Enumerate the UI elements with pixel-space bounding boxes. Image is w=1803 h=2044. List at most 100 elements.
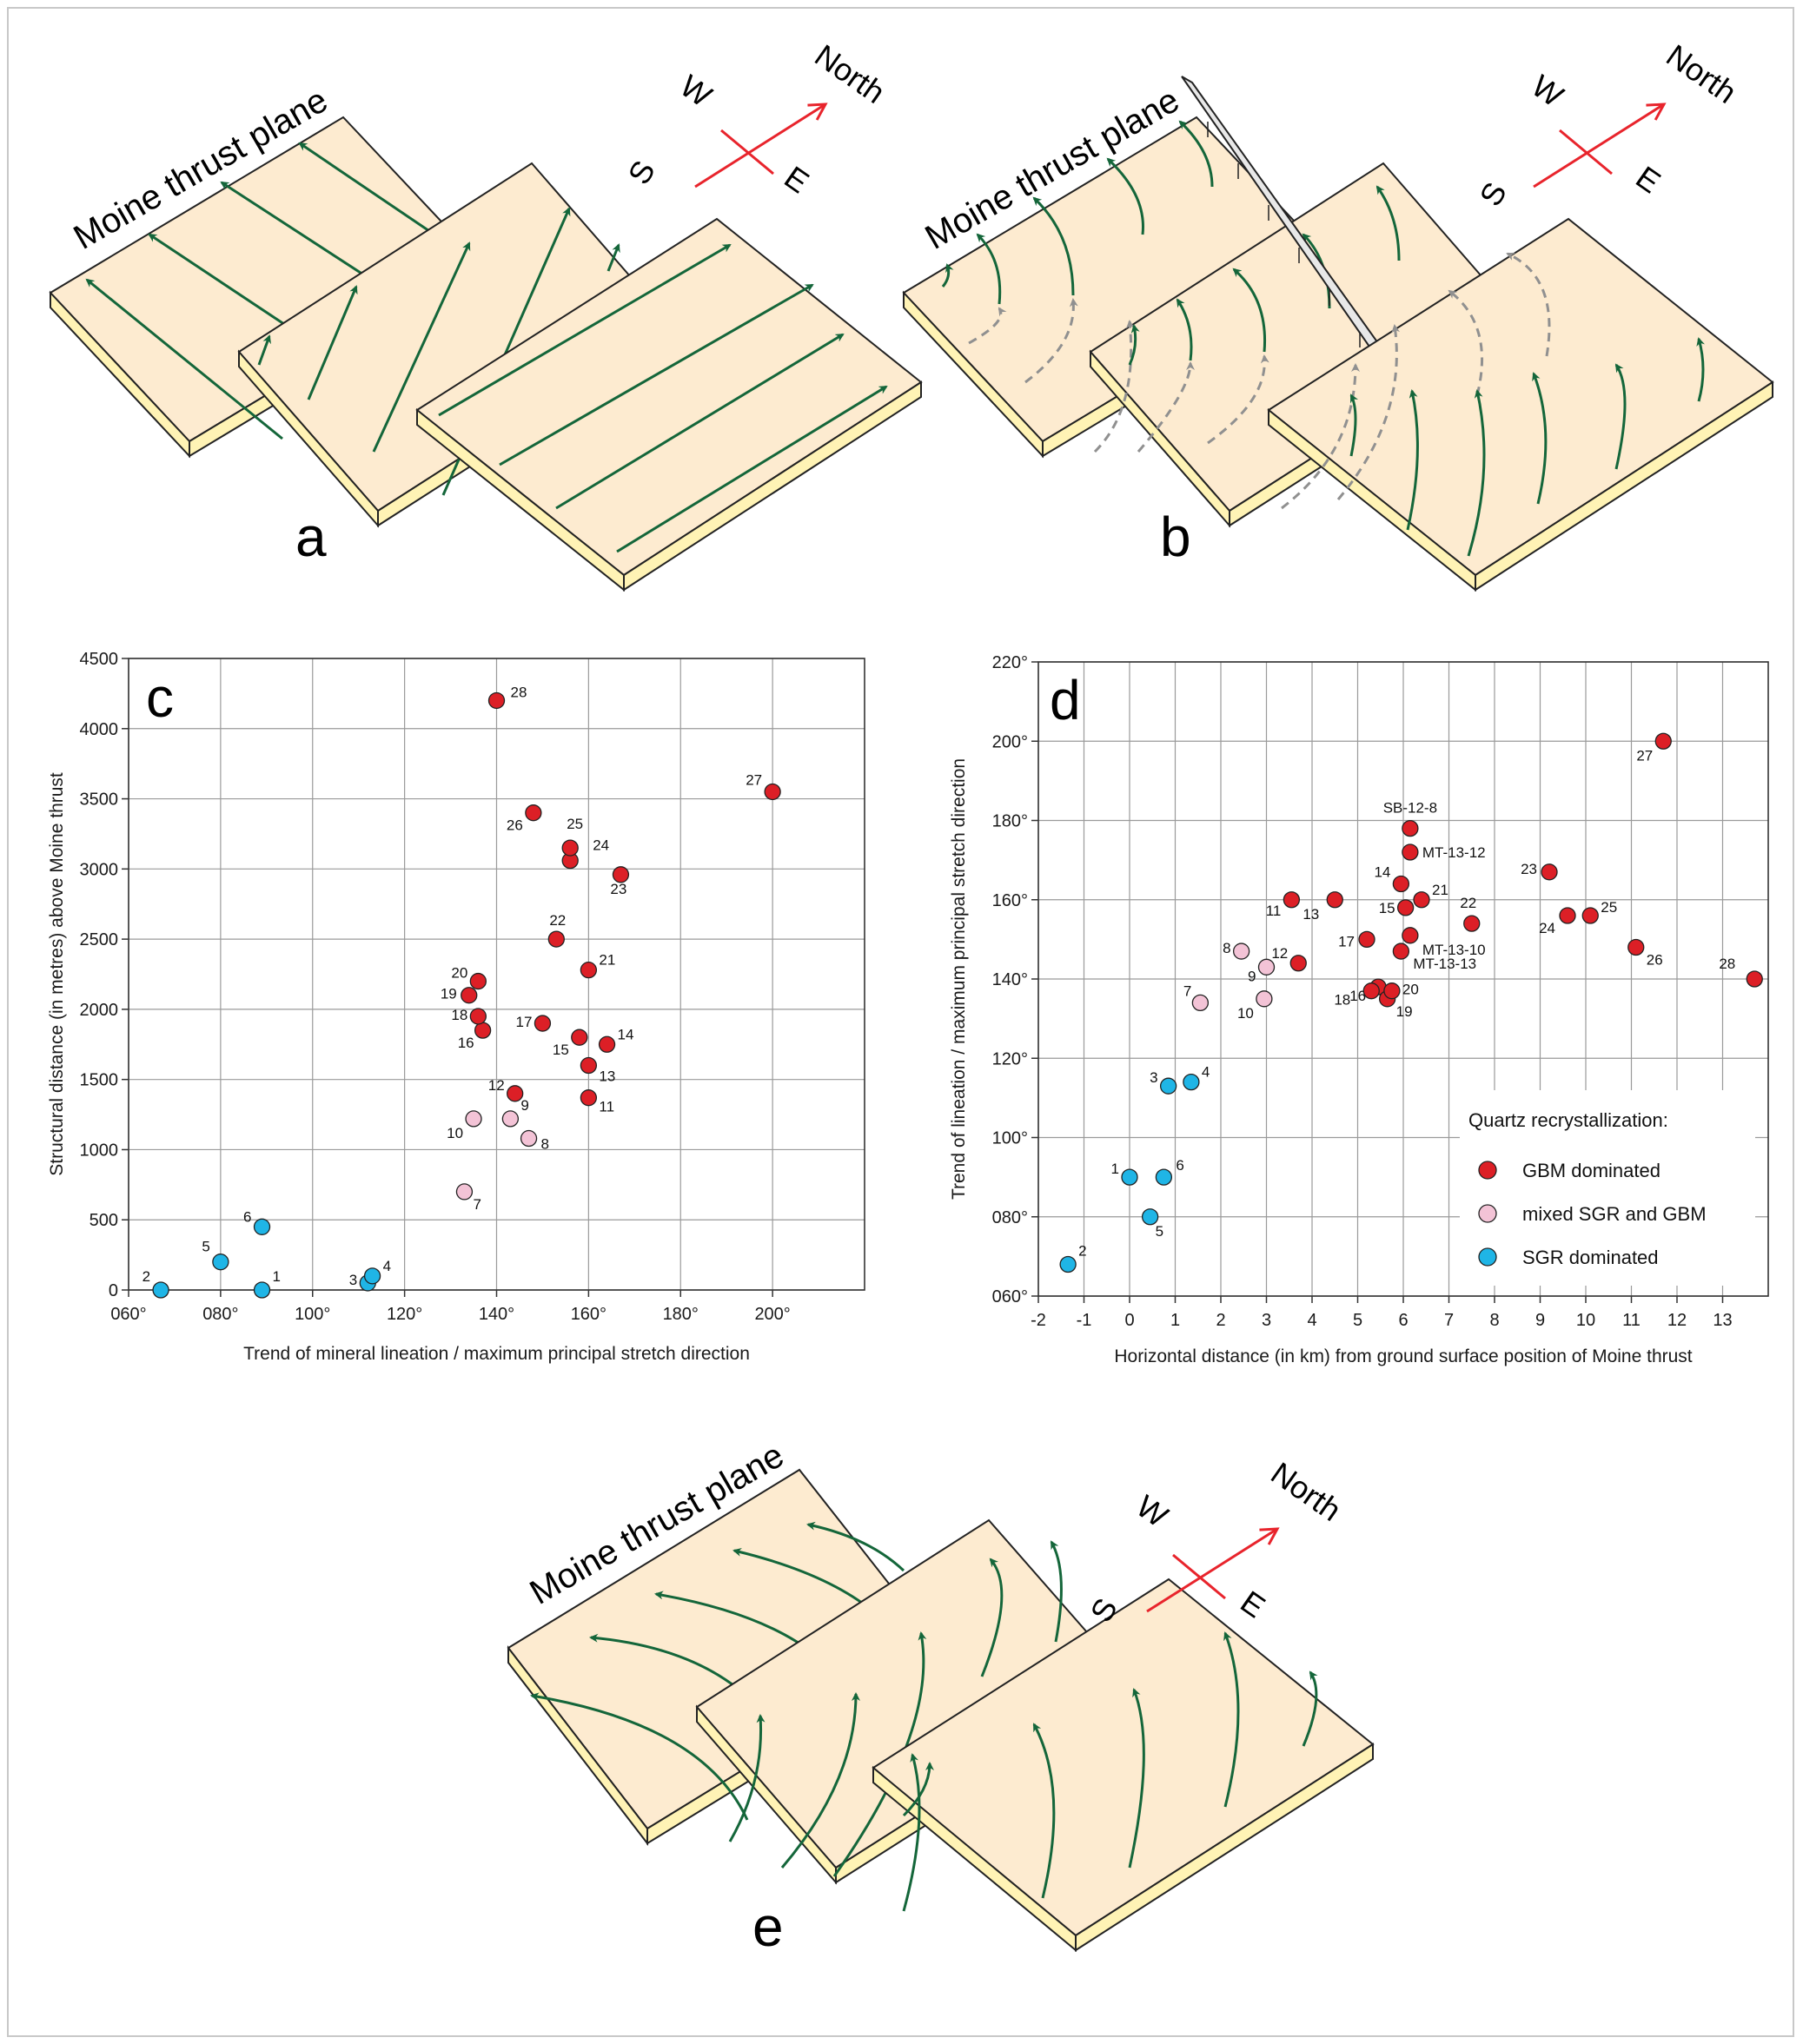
y-tick-label: 4500 bbox=[80, 650, 119, 669]
plate-b3 bbox=[1267, 217, 1774, 592]
panel-label-a: a bbox=[295, 506, 327, 568]
x-tick-label: 6 bbox=[1398, 1311, 1408, 1330]
data-label-10: 10 bbox=[447, 1125, 463, 1141]
diagram-e: Moine thrust plane e North W S E bbox=[507, 1436, 1375, 1958]
y-tick-label: 180° bbox=[992, 812, 1028, 831]
data-point-22 bbox=[1463, 915, 1481, 932]
y-tick-label: 1000 bbox=[80, 1141, 119, 1160]
x-tick-label: 180° bbox=[663, 1305, 699, 1324]
data-label-MT-13-13: MT-13-13 bbox=[1413, 956, 1476, 972]
x-tick-label: 10 bbox=[1576, 1311, 1595, 1330]
data-label-11: 11 bbox=[1266, 903, 1282, 919]
legend-marker-gbm bbox=[1478, 1161, 1497, 1180]
x-tick-label: 0 bbox=[1124, 1311, 1134, 1330]
x-tick-label: 11 bbox=[1622, 1311, 1641, 1330]
data-label-24: 24 bbox=[1539, 920, 1555, 936]
data-point-13 bbox=[1326, 891, 1343, 909]
y-tick-label: 500 bbox=[89, 1211, 118, 1230]
data-point-20 bbox=[469, 972, 487, 990]
data-point-13 bbox=[580, 1056, 598, 1075]
legend-label: GBM dominated bbox=[1522, 1160, 1660, 1181]
x-tick-label: 120° bbox=[387, 1305, 422, 1324]
compass-a: North W S E bbox=[620, 37, 892, 200]
x-tick-label: 060° bbox=[110, 1305, 146, 1324]
data-label-5: 5 bbox=[202, 1239, 209, 1255]
data-point-MT-13-13 bbox=[1392, 943, 1410, 960]
compass-e: North W S E bbox=[1083, 1455, 1348, 1628]
curved-arrows bbox=[941, 120, 1214, 305]
y-tick-label: 3500 bbox=[80, 790, 119, 810]
data-point-26 bbox=[525, 804, 542, 822]
data-point-9 bbox=[501, 1110, 520, 1128]
data-label-20: 20 bbox=[1402, 982, 1419, 998]
data-label-2: 2 bbox=[1078, 1243, 1086, 1260]
curved-arrows bbox=[902, 1631, 1318, 1912]
data-point-14 bbox=[598, 1035, 616, 1053]
data-point-24 bbox=[1559, 907, 1576, 924]
data-label-4: 4 bbox=[383, 1258, 391, 1274]
plot-frame bbox=[1037, 661, 1769, 1297]
data-label-26: 26 bbox=[1647, 952, 1663, 969]
compass-south: S bbox=[1472, 176, 1514, 212]
plot-frame bbox=[128, 658, 865, 1291]
panel-label-e: e bbox=[752, 1895, 784, 1958]
x-tick-label: 080° bbox=[202, 1305, 238, 1324]
y-tick-label: 140° bbox=[992, 970, 1028, 989]
data-label-5: 5 bbox=[1156, 1223, 1163, 1240]
data-point-3 bbox=[1159, 1077, 1177, 1095]
compass-north: North bbox=[808, 37, 892, 110]
x-tick-label: 1 bbox=[1170, 1311, 1180, 1330]
data-point-26 bbox=[1627, 938, 1645, 956]
x-tick-label: 13 bbox=[1713, 1311, 1732, 1330]
data-label-12: 12 bbox=[488, 1077, 505, 1094]
x-axis-title: Trend of mineral lineation / maximum pri… bbox=[243, 1344, 750, 1364]
legend-box bbox=[1460, 1090, 1755, 1286]
data-point-28 bbox=[1746, 970, 1763, 988]
data-label-12: 12 bbox=[1271, 945, 1288, 962]
data-label-10: 10 bbox=[1237, 1005, 1254, 1022]
figure-frame bbox=[7, 7, 1794, 2037]
x-tick-label: 2 bbox=[1216, 1311, 1225, 1330]
x-tick-label: 12 bbox=[1667, 1311, 1687, 1330]
data-label-4: 4 bbox=[1202, 1064, 1210, 1081]
compass-north: North bbox=[1264, 1455, 1348, 1528]
data-point-18 bbox=[469, 1008, 487, 1025]
x-tick-label: 5 bbox=[1353, 1311, 1362, 1330]
data-point-1 bbox=[1121, 1168, 1138, 1186]
data-point-8 bbox=[520, 1129, 538, 1148]
data-point-MT-13-10 bbox=[1402, 927, 1419, 944]
data-label-21: 21 bbox=[1432, 882, 1448, 898]
data-point-21 bbox=[1413, 891, 1430, 909]
lineation-arrows bbox=[438, 243, 888, 553]
plate-e3 bbox=[872, 1578, 1375, 1953]
data-point-12 bbox=[1289, 955, 1307, 972]
data-label-25: 25 bbox=[1601, 899, 1617, 916]
legend-marker-sgr bbox=[1478, 1247, 1497, 1267]
data-label-18: 18 bbox=[451, 1007, 467, 1023]
compass-b: North W S E bbox=[1472, 37, 1743, 212]
data-point-7 bbox=[1191, 994, 1210, 1012]
compass-north: North bbox=[1660, 37, 1743, 110]
y-tick-label: 120° bbox=[992, 1049, 1028, 1068]
data-point-7 bbox=[455, 1183, 474, 1201]
data-point-11 bbox=[580, 1089, 598, 1107]
y-tick-label: 1500 bbox=[80, 1071, 119, 1090]
y-tick-label: 160° bbox=[992, 891, 1028, 910]
x-tick-label: 100° bbox=[295, 1305, 330, 1324]
data-point-4 bbox=[1183, 1073, 1200, 1091]
data-label-18: 18 bbox=[1334, 992, 1350, 1009]
data-label-17: 17 bbox=[516, 1014, 533, 1030]
data-point-12 bbox=[507, 1085, 524, 1102]
data-point-23 bbox=[612, 866, 630, 883]
x-axis-title: Horizontal distance (in km) from ground … bbox=[1114, 1346, 1692, 1366]
x-tick-label: -2 bbox=[1031, 1311, 1046, 1330]
data-label-17: 17 bbox=[1338, 933, 1355, 949]
data-point-27 bbox=[1654, 732, 1672, 750]
data-label-6: 6 bbox=[243, 1208, 251, 1225]
data-point-27 bbox=[764, 783, 781, 801]
data-label-13: 13 bbox=[599, 1068, 615, 1085]
diagram-a: Moine thrust plane a North W S E bbox=[49, 37, 923, 592]
data-point-2 bbox=[152, 1281, 169, 1299]
x-tick-label: 3 bbox=[1262, 1311, 1271, 1330]
legend-label: mixed SGR and GBM bbox=[1522, 1203, 1707, 1225]
